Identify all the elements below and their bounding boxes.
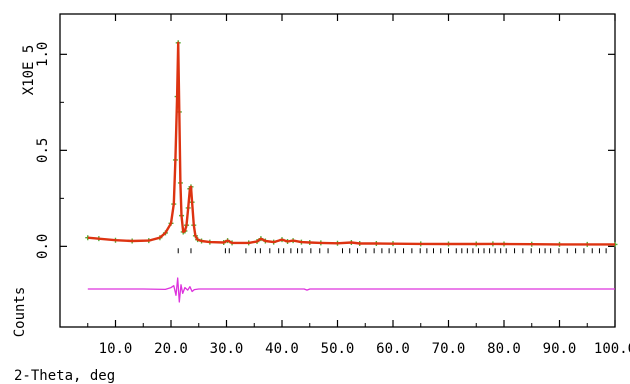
x-tick-label: 100.0 [594, 341, 630, 357]
y-tick-label: 0.0 [35, 234, 51, 259]
y-tick-label: 1.0 [35, 42, 51, 67]
x-tick-label: 80.0 [487, 341, 521, 357]
calculated-line [87, 41, 615, 246]
y-tick-label: 0.5 [35, 138, 51, 163]
x-tick-label: 60.0 [376, 341, 410, 357]
x-tick-label: 10.0 [99, 341, 133, 357]
reflection-ticks [177, 248, 607, 254]
axis-ticks: 10.0 20.0 30.0 40.0 50.0 60.0 70.0 80.0 90.0 100.… [35, 14, 630, 357]
x-tick-label: 50.0 [321, 341, 355, 357]
difference-line [87, 277, 615, 303]
y-axis-label: Counts [12, 287, 28, 338]
x-tick-label: 90.0 [543, 341, 577, 357]
x-tick-label: 20.0 [154, 341, 188, 357]
observed-series [85, 40, 618, 247]
data-series [85, 40, 618, 303]
x-axis-label: 2-Theta, deg [14, 368, 115, 384]
x-tick-label: 40.0 [265, 341, 299, 357]
x-tick-label: 70.0 [432, 341, 466, 357]
y-scale-label: X10E 5 [21, 45, 37, 96]
x-tick-label: 30.0 [210, 341, 244, 357]
plot-frame [59, 13, 616, 328]
